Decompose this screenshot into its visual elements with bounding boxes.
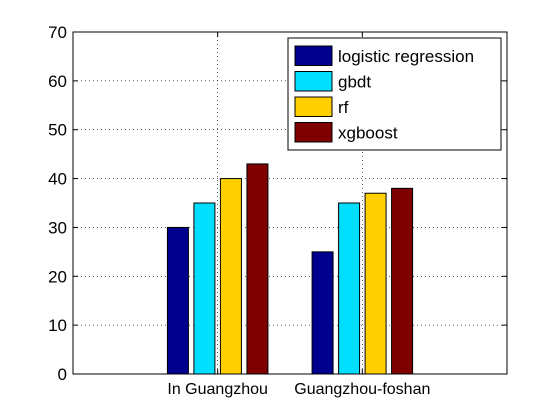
y-tick-label: 60 <box>48 72 67 91</box>
bar <box>166 226 189 375</box>
y-tick-label: 10 <box>48 316 67 335</box>
legend-swatch <box>294 71 333 92</box>
y-tick-label: 40 <box>48 170 67 189</box>
axis-ticks: 0 10 20 30 40 50 60 70 In Guangzhou Guangzhou-fos… <box>48 23 507 398</box>
legend-label: gbdt <box>338 72 371 91</box>
legend: logistic regression gbdt rf xgboost <box>287 37 502 151</box>
y-tick-label: 50 <box>48 121 67 140</box>
x-tick-label: Guangzhou-foshan <box>294 381 430 398</box>
x-tick-label: In Guangzhou <box>167 381 268 398</box>
bar <box>311 251 334 375</box>
plot-frame <box>72 31 508 375</box>
bars <box>166 163 414 375</box>
y-tick-label: 30 <box>48 218 67 237</box>
bar <box>338 202 361 375</box>
legend-label: logistic regression <box>338 47 474 66</box>
bar <box>391 187 414 375</box>
bar <box>246 163 269 375</box>
y-tick-label: 70 <box>48 23 67 42</box>
legend-label: xgboost <box>338 123 398 142</box>
y-tick-label: 0 <box>58 365 67 384</box>
bar <box>193 202 216 375</box>
legend-swatch <box>294 96 333 117</box>
legend-swatch <box>294 122 333 143</box>
bar <box>364 192 387 375</box>
legend-label: rf <box>338 98 349 117</box>
y-tick-label: 20 <box>48 267 67 286</box>
legend-swatch <box>294 45 333 66</box>
bar <box>219 178 242 375</box>
